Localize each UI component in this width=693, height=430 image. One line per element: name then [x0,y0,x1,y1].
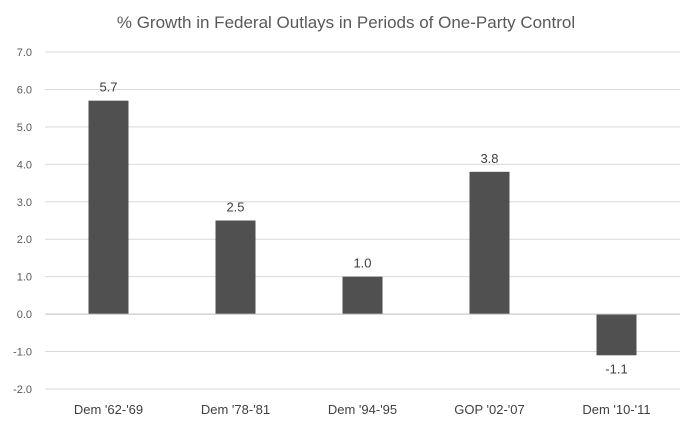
gridlines [45,51,680,390]
data-labels: 5.7 2.5 1.0 3.8 -1.1 [99,80,627,377]
x-category-label: Dem '62-'69 [74,402,143,417]
data-label: 5.7 [99,80,117,95]
y-tick-label: 2.0 [17,234,32,246]
x-category-label: Dem '10-'11 [582,402,650,417]
data-label: 3.8 [480,151,498,166]
x-axis-categories: Dem '62-'69 Dem '78-'81 Dem '94-'95 GOP '02… [74,402,651,417]
x-category-label: GOP '02-'07 [454,402,524,417]
y-tick-label: -1.0 [13,347,32,359]
bars [88,100,637,356]
bar [215,220,256,315]
y-tick-label: 1.0 [17,272,32,284]
y-tick-label: 5.0 [17,122,32,134]
bar [88,100,129,315]
x-category-label: Dem '94-'95 [328,402,397,417]
y-tick-label: 7.0 [17,47,32,59]
y-tick-label: 6.0 [17,84,32,96]
chart-title: % Growth in Federal Outlays in Periods o… [117,13,575,32]
x-category-label: Dem '78-'81 [201,402,270,417]
data-label: 1.0 [353,256,371,271]
y-tick-label: 0.0 [17,309,32,321]
bar [342,276,383,315]
y-tick-label: 3.0 [17,197,32,209]
bar [596,314,637,356]
data-label: 2.5 [226,200,244,215]
y-tick-label: 4.0 [17,159,32,171]
y-axis-ticks: 7.0 6.0 5.0 4.0 3.0 2.0 1.0 0.0 -1.0 -2.0 [13,47,32,396]
data-label: -1.1 [605,361,627,376]
bar [469,171,510,315]
y-tick-label: -2.0 [13,384,32,396]
